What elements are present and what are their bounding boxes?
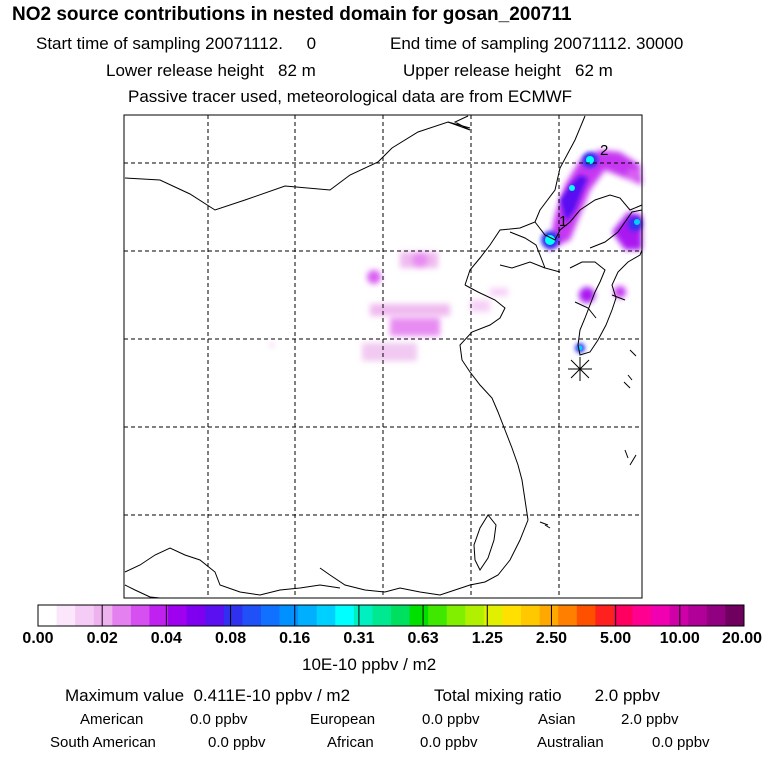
total-mixing-ratio: Total mixing ratio 2.0 ppbv [434, 686, 660, 705]
colorbar-cell [651, 605, 671, 626]
colorbar-cell [502, 605, 522, 626]
map-frame [123, 114, 643, 599]
source-label-2: 2 [600, 142, 608, 159]
colorbar-unit: 10E-10 ppbv / m2 [302, 655, 437, 674]
colorbar-cell [669, 605, 689, 626]
colorbar-cell [483, 605, 503, 626]
colorbar-tick-label: 0.00 [22, 630, 54, 647]
colorbar-tick-label: 0.04 [150, 630, 182, 647]
colorbar-cell [112, 605, 132, 626]
asterisk-icon [568, 357, 592, 381]
region-value: 0.0 ppbv [190, 711, 248, 728]
colorbar-cell [688, 605, 708, 626]
colorbar-cell [632, 605, 652, 626]
source-label-1: 1 [559, 213, 567, 230]
colorbar-frame [37, 604, 745, 627]
graticule [124, 115, 642, 598]
colorbar-cell [335, 605, 355, 626]
colorbar-cell [521, 605, 541, 626]
colorbar-tick-label: 1.25 [471, 630, 503, 647]
colorbar-cell [409, 605, 429, 626]
colorbar-cell [446, 605, 466, 626]
coastlines [124, 115, 643, 599]
colorbar-cell [168, 605, 188, 626]
colorbar-cell [353, 605, 373, 626]
colorbar-cell [595, 605, 615, 626]
maximum-value: Maximum value 0.411E-10 ppbv / m2 [65, 686, 351, 705]
region-name: African [327, 734, 374, 751]
colorbar-cell [613, 605, 633, 626]
plot-title: NO2 source contributions in nested domai… [12, 4, 572, 25]
colorbar-tick-label: 10.00 [659, 630, 700, 647]
colorbar-tick-label: 0.08 [214, 630, 247, 647]
colorbar-cell [428, 605, 448, 626]
region-value: 2.0 ppbv [621, 711, 679, 728]
concentration-field [270, 150, 642, 361]
colorbar-cell [539, 605, 559, 626]
colorbar-cell [75, 605, 95, 626]
colorbar-cell [465, 605, 485, 626]
colorbar-cell [149, 605, 169, 626]
colorbar-cells [38, 605, 745, 626]
region-value: 0.0 ppbv [652, 734, 710, 751]
colorbar-cell [316, 605, 336, 626]
colorbar-tick-label: 0.02 [86, 630, 118, 647]
region-name: South American [50, 734, 156, 751]
colorbar-tick-label: 20.00 [721, 630, 763, 647]
colorbar-dividers [101, 605, 681, 626]
end-time-label: End time of sampling 20071112. 30000 [390, 34, 684, 53]
tracer-note: Passive tracer used, meteorological data… [128, 87, 573, 106]
colorbar-cell [93, 605, 113, 626]
upper-release-label: Upper release height 62 m [403, 61, 613, 80]
colorbar-cell [260, 605, 280, 626]
colorbar-tick-label: 0.63 [407, 630, 439, 647]
colorbar-cell [576, 605, 596, 626]
colorbar-cell [298, 605, 318, 626]
region-value: 0.0 ppbv [420, 734, 478, 751]
region-value: 0.0 ppbv [422, 711, 480, 728]
peak-1 [545, 235, 555, 245]
region-name: Asian [538, 711, 576, 728]
colorbar-cell [558, 605, 578, 626]
colorbar-cell [205, 605, 225, 626]
peak-2 [586, 156, 594, 164]
colorbar-tick-label: 5.00 [600, 630, 632, 647]
region-value: 0.0 ppbv [208, 734, 266, 751]
colorbar-tick-label: 0.16 [279, 630, 311, 647]
colorbar-cell [391, 605, 410, 626]
lower-release-label: Lower release height 82 m [106, 61, 316, 80]
colorbar-tick-label: 2.50 [535, 630, 568, 647]
region-name: American [80, 711, 144, 728]
colorbar-cell [186, 605, 206, 626]
colorbar-cell [38, 605, 57, 626]
colorbar-cell [725, 605, 745, 626]
colorbar-cell [372, 605, 392, 626]
start-time-label: Start time of sampling 20071112. 0 [36, 34, 317, 53]
colorbar-cell [56, 605, 76, 626]
colorbar-cell [130, 605, 150, 626]
colorbar-tick-label: 0.31 [343, 630, 375, 647]
colorbar-cell [279, 605, 299, 626]
colorbar-cell [223, 605, 243, 626]
colorbar-cell [242, 605, 262, 626]
region-name: Australian [537, 734, 604, 751]
region-name: European [310, 711, 376, 728]
colorbar-cell [706, 605, 726, 626]
